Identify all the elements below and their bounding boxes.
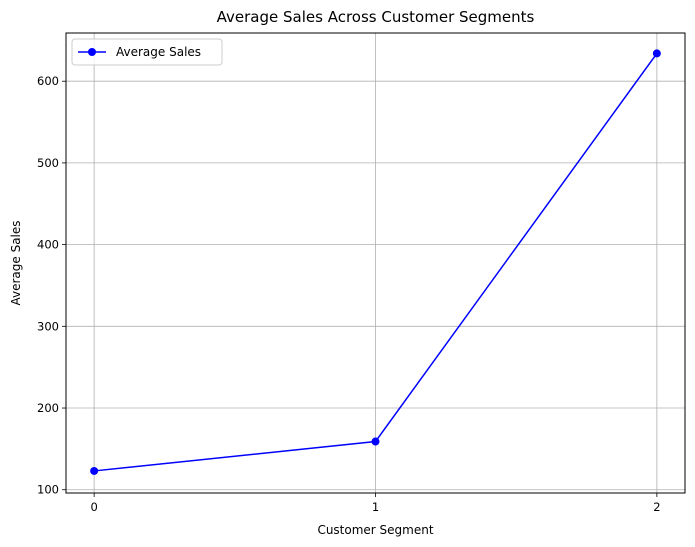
- y-tick-label: 200: [37, 401, 59, 415]
- chart-title: Average Sales Across Customer Segments: [217, 8, 535, 26]
- legend: Average Sales: [71, 38, 223, 66]
- x-tick-label: 2: [653, 500, 660, 514]
- series-layer: [90, 49, 661, 475]
- grid: [66, 33, 685, 493]
- x-tick-label: 1: [372, 500, 379, 514]
- legend-marker-swatch: [88, 48, 96, 56]
- x-axis-label: Customer Segment: [317, 523, 433, 537]
- y-tick-label: 400: [37, 238, 59, 252]
- y-tick-label: 300: [37, 319, 59, 333]
- legend-box: [71, 38, 223, 66]
- y-axis-label: Average Sales: [9, 220, 23, 305]
- data-point: [90, 466, 99, 475]
- data-point: [371, 437, 380, 446]
- axis-ticks: 0 1 2 100 200 300 400 500 600: [37, 74, 660, 514]
- y-tick-label: 600: [37, 74, 59, 88]
- x-tick-label: 0: [90, 500, 97, 514]
- y-tick-label: 500: [37, 156, 59, 170]
- legend-label: Average Sales: [116, 45, 201, 59]
- y-tick-label: 100: [37, 483, 59, 497]
- data-point: [652, 49, 661, 58]
